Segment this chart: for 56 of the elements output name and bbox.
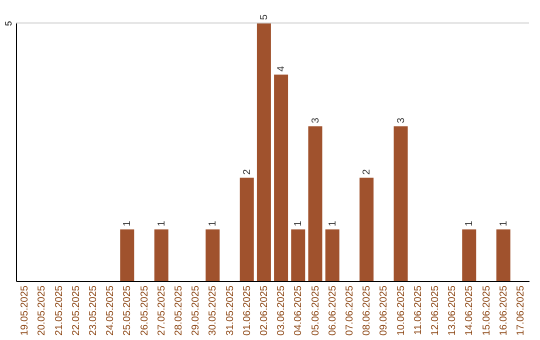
x-tick-label: 30.05.2025: [208, 285, 219, 336]
x-tick-label: 19.05.2025: [20, 285, 31, 336]
x-tick-label: 13.06.2025: [447, 285, 458, 336]
data-label: 1: [122, 220, 134, 226]
bar: [325, 229, 340, 281]
x-tick-label: 28.05.2025: [173, 285, 184, 336]
bar: [496, 229, 510, 281]
x-tick-label: 31.05.2025: [224, 285, 236, 336]
bar: [256, 23, 271, 281]
x-tick-label: 26.05.2025: [139, 285, 150, 336]
data-label: 1: [208, 220, 219, 226]
bar: [462, 229, 476, 281]
data-label: 1: [464, 220, 476, 226]
x-tick-label: 11.06.2025: [412, 285, 424, 335]
data-label: 1: [498, 220, 510, 226]
x-tick-label: 09.06.2025: [378, 285, 390, 336]
x-tick-label: 27.05.2025: [156, 285, 168, 336]
bar: [308, 126, 322, 281]
x-tick-label: 02.06.2025: [258, 285, 270, 336]
x-tick-label: 10.06.2025: [396, 285, 407, 336]
x-tick-label: 03.06.2025: [276, 285, 288, 336]
bar: [360, 178, 374, 281]
x-tick-label: 17.06.2025: [515, 285, 526, 336]
bar: [394, 126, 408, 281]
data-label: 1: [156, 220, 168, 226]
x-tick-label: 21.05.2025: [54, 285, 65, 336]
x-tick-label: 06.06.2025: [327, 285, 338, 336]
bar: [206, 229, 220, 281]
data-label: 2: [362, 168, 373, 175]
data-label: 1: [293, 220, 304, 226]
data-label: 1: [327, 220, 338, 226]
x-tick-label: 23.05.2025: [88, 285, 99, 336]
data-label: 2: [242, 168, 253, 175]
bar: [274, 74, 288, 281]
x-tick-label: 12.06.2025: [430, 285, 441, 336]
x-tick-label: 14.06.2025: [464, 285, 476, 336]
x-tick-label: 01.06.2025: [242, 285, 253, 336]
data-label: 4: [276, 66, 288, 72]
x-tick-label: 15.06.2025: [481, 285, 492, 336]
bar: [291, 229, 306, 281]
x-tick-label: 08.06.2025: [362, 285, 373, 336]
x-tick-label: 05.06.2025: [310, 285, 322, 336]
bar: [120, 229, 134, 281]
x-tick-label: 24.05.2025: [105, 285, 116, 336]
data-label: 5: [258, 14, 270, 20]
x-tick-label: 04.06.2025: [293, 285, 304, 336]
x-tick-label: 25.05.2025: [122, 285, 134, 336]
x-tick-label: 07.06.2025: [344, 285, 356, 336]
x-tick-label: 20.05.2025: [36, 285, 48, 336]
data-label: 3: [396, 117, 407, 124]
x-tick-label: 29.05.2025: [190, 285, 202, 336]
x-tick-label: 22.05.2025: [70, 285, 82, 336]
x-tick-label: 16.06.2025: [498, 285, 510, 336]
bar: [240, 178, 254, 281]
data-label: 3: [310, 117, 322, 124]
bar: [154, 229, 168, 281]
